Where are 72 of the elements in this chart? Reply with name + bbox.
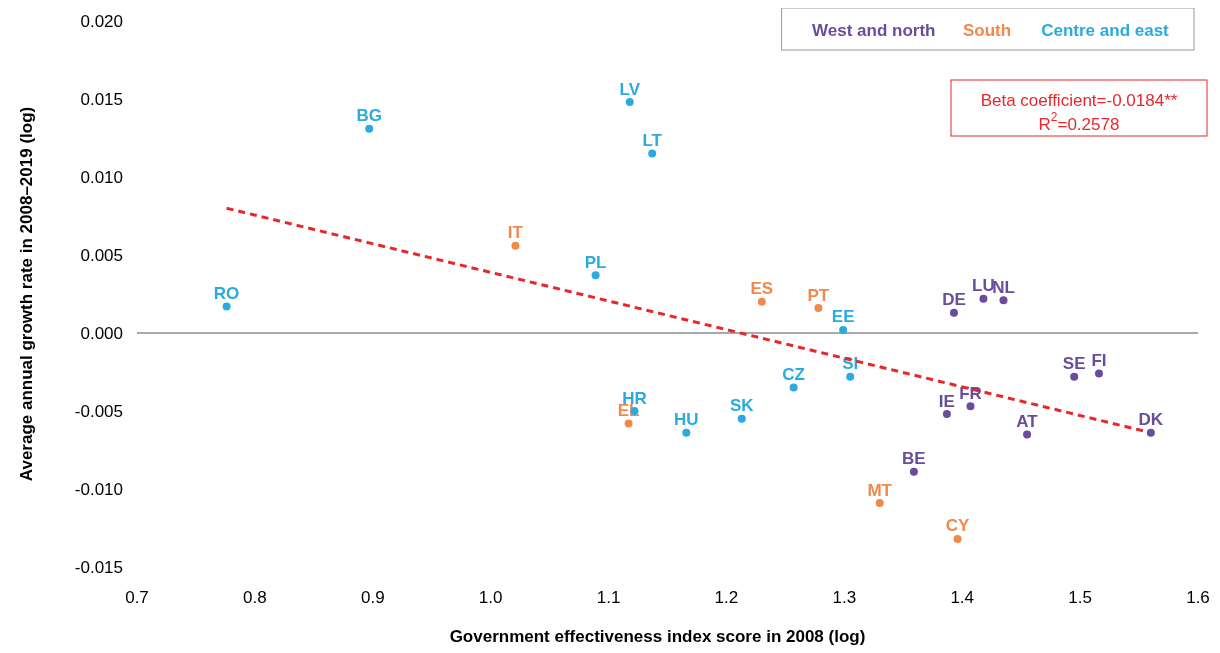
point <box>979 294 988 303</box>
y-tick-label: 0.000 <box>80 323 123 343</box>
y-tick-label: 0.020 <box>80 11 123 31</box>
data-label: EE <box>831 307 855 327</box>
point <box>953 534 962 543</box>
y-tick-label: -0.005 <box>74 401 123 421</box>
point <box>1023 430 1032 439</box>
point <box>648 149 657 158</box>
text: South <box>962 20 1012 40</box>
point <box>737 414 746 423</box>
text: West and north <box>812 20 936 40</box>
point <box>624 419 633 428</box>
point <box>966 402 975 411</box>
data-label: PL <box>584 252 607 272</box>
x-tick-label: 1.3 <box>832 587 857 607</box>
x-tick-label: 0.7 <box>125 587 149 607</box>
point <box>625 98 634 107</box>
data-label: SK <box>729 396 755 416</box>
data-label: DK <box>1138 410 1164 430</box>
point <box>1146 428 1155 437</box>
point <box>222 302 231 311</box>
point <box>757 297 766 306</box>
data-label: IT <box>507 223 524 243</box>
data-label: RO <box>213 283 240 303</box>
x-tick-label: 1.5 <box>1068 587 1092 607</box>
x-tick-label: 0.9 <box>360 587 385 607</box>
point <box>365 124 374 133</box>
x-tick-label: 1.6 <box>1186 587 1210 607</box>
point <box>846 372 855 381</box>
point <box>789 383 798 392</box>
data-label: CY <box>945 516 970 536</box>
data-label: FI <box>1091 351 1107 371</box>
y-tick-label: -0.015 <box>74 557 123 577</box>
point <box>909 467 918 476</box>
text: Centre and east <box>1041 20 1170 40</box>
point <box>682 428 691 437</box>
x-tick-label: 1.1 <box>596 587 621 607</box>
data-label: AT <box>1016 411 1039 431</box>
x-tick-label: 0.8 <box>243 587 267 607</box>
data-label: BG <box>356 106 382 126</box>
data-label: BE <box>902 449 926 469</box>
x-tick-label: 1.4 <box>950 587 975 607</box>
data-label: DE <box>942 290 966 310</box>
data-label: IE <box>938 391 955 411</box>
data-label: PT <box>807 285 830 305</box>
data-label: MT <box>867 480 893 500</box>
data-label: HU <box>674 410 699 430</box>
x-tick-label: 1.0 <box>478 587 503 607</box>
data-label: LV <box>619 79 641 99</box>
point <box>839 325 848 334</box>
y-tick-label: 0.015 <box>80 89 123 109</box>
point <box>814 304 823 313</box>
data-label: LT <box>642 131 663 151</box>
point <box>875 499 884 508</box>
point <box>591 271 600 280</box>
y-tick-label: 0.005 <box>80 245 123 265</box>
point <box>1094 369 1103 378</box>
point <box>999 296 1008 305</box>
data-label: ES <box>750 279 774 299</box>
data-label: CZ <box>782 365 805 385</box>
y-axis-title: Average annual growth rate in 2008–2019 (log) <box>16 106 36 482</box>
annotation: R$^{2}$=0.2578 <box>1038 110 1120 134</box>
y-tick-label: 0.010 <box>80 167 123 187</box>
x-axis-title: Government effectiveness index score in 2008 (log) <box>449 627 866 646</box>
x-tick-label: 1.2 <box>714 587 739 607</box>
point <box>949 308 958 317</box>
point <box>511 241 520 250</box>
annotation: Beta coefficient=-0.0184** <box>980 90 1178 110</box>
point <box>1070 372 1079 381</box>
y-tick-label: -0.010 <box>74 479 123 499</box>
point <box>942 410 951 419</box>
data-label: SE <box>1062 354 1086 374</box>
